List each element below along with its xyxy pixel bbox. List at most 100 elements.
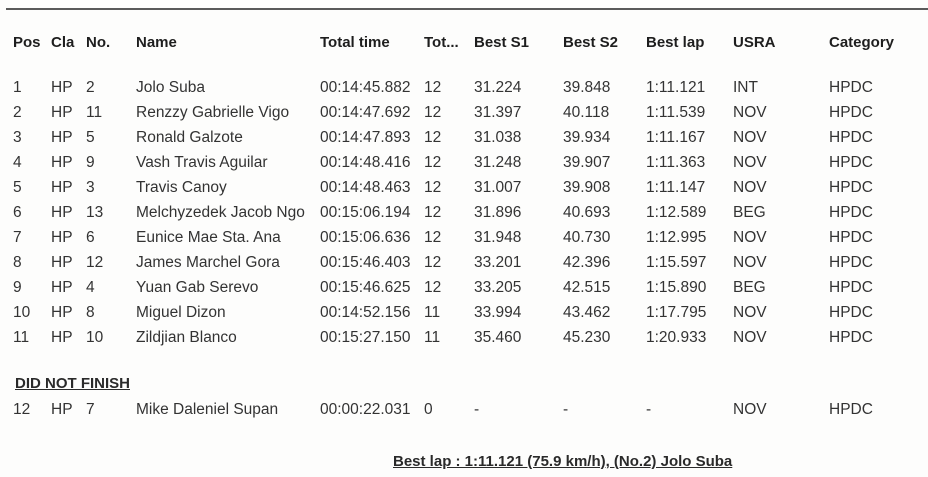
cell-class: HP — [51, 254, 73, 271]
cell-best-s2: 39.934 — [563, 129, 611, 146]
cell-pos: 4 — [13, 154, 22, 171]
cell-best-s1: 33.205 — [474, 279, 522, 296]
cell-best-s2: 39.907 — [563, 154, 611, 171]
cell-pos: 8 — [13, 254, 22, 271]
cell-category: HPDC — [829, 154, 873, 171]
table-row: 5 HP 3 Travis Canoy 00:14:48.463 12 31.007 39.9… — [0, 179, 928, 204]
cell-category: HPDC — [829, 79, 873, 96]
cell-best-lap: 1:15.597 — [646, 254, 707, 271]
cell-best-lap: 1:15.890 — [646, 279, 707, 296]
cell-best-lap: - — [646, 401, 652, 418]
cell-category: HPDC — [829, 329, 873, 346]
cell-pos: 2 — [13, 104, 22, 121]
cell-best-s1: 31.248 — [474, 154, 522, 171]
cell-number: 9 — [86, 154, 95, 171]
cell-usra: NOV — [733, 304, 767, 321]
cell-name: Melchyzedek Jacob Ngo — [136, 204, 305, 221]
cell-class: HP — [51, 79, 73, 96]
cell-category: HPDC — [829, 204, 873, 221]
cell-best-s2: 39.848 — [563, 79, 611, 96]
cell-class: HP — [51, 401, 73, 418]
cell-name: Travis Canoy — [136, 179, 227, 196]
cell-number: 10 — [86, 329, 104, 346]
cell-class: HP — [51, 179, 73, 196]
cell-best-s1: 31.896 — [474, 204, 522, 221]
cell-usra: NOV — [733, 329, 767, 346]
cell-usra: NOV — [733, 129, 767, 146]
cell-best-lap: 1:11.539 — [646, 104, 706, 121]
cell-total-time: 00:14:45.882 — [320, 79, 411, 96]
cell-best-lap: 1:12.995 — [646, 229, 707, 246]
cell-pos: 3 — [13, 129, 22, 146]
cell-class: HP — [51, 229, 73, 246]
cell-best-s2: 39.908 — [563, 179, 611, 196]
cell-laps: 12 — [424, 204, 442, 221]
cell-pos: 11 — [13, 329, 30, 346]
cell-laps: 12 — [424, 104, 442, 121]
cell-total-time: 00:15:06.636 — [320, 229, 411, 246]
cell-best-lap: 1:17.795 — [646, 304, 707, 321]
cell-best-s1: 31.224 — [474, 79, 522, 96]
cell-name: Miguel Dizon — [136, 304, 226, 321]
cell-name: Mike Daleniel Supan — [136, 401, 279, 418]
table-row: 4 HP 9 Vash Travis Aguilar 00:14:48.416 12 31.… — [0, 154, 928, 179]
cell-best-s2: - — [563, 401, 569, 418]
cell-total-time: 00:14:47.893 — [320, 129, 411, 146]
cell-laps: 12 — [424, 129, 442, 146]
cell-category: HPDC — [829, 254, 873, 271]
cell-total-time: 00:14:48.416 — [320, 154, 411, 171]
cell-category: HPDC — [829, 401, 873, 418]
cell-best-s2: 45.230 — [563, 329, 611, 346]
cell-class: HP — [51, 204, 73, 221]
cell-category: HPDC — [829, 304, 873, 321]
table-row: 7 HP 6 Eunice Mae Sta. Ana 00:15:06.636 12 31.… — [0, 229, 928, 254]
cell-number: 8 — [86, 304, 95, 321]
cell-laps: 12 — [424, 279, 442, 296]
cell-best-s1: 35.460 — [474, 329, 522, 346]
cell-name: Yuan Gab Serevo — [136, 279, 259, 296]
table-header: Pos Cla No. Name Total time Tot... Best … — [0, 34, 928, 56]
cell-best-lap: 1:12.589 — [646, 204, 707, 221]
header-category: Category — [829, 34, 895, 51]
cell-best-s1: 31.397 — [474, 104, 522, 121]
header-total-time: Total time — [320, 34, 390, 51]
cell-pos: 5 — [13, 179, 22, 196]
header-pos: Pos — [13, 34, 41, 51]
cell-category: HPDC — [829, 104, 873, 121]
cell-class: HP — [51, 329, 73, 346]
cell-total-time: 00:15:06.194 — [320, 204, 411, 221]
cell-number: 4 — [86, 279, 95, 296]
cell-best-s1: 33.994 — [474, 304, 522, 321]
cell-total-time: 00:00:22.031 — [320, 401, 411, 418]
cell-pos: 6 — [13, 204, 22, 221]
cell-usra: NOV — [733, 179, 767, 196]
cell-category: HPDC — [829, 179, 873, 196]
cell-best-s2: 40.693 — [563, 204, 611, 221]
cell-total-time: 00:15:46.625 — [320, 279, 411, 296]
header-best-s2: Best S2 — [563, 34, 619, 51]
table-row: 6 HP 13 Melchyzedek Jacob Ngo 00:15:06.194 12… — [0, 204, 928, 229]
cell-usra: BEG — [733, 279, 766, 296]
cell-class: HP — [51, 104, 73, 121]
cell-best-s2: 42.515 — [563, 279, 611, 296]
cell-best-s2: 42.396 — [563, 254, 611, 271]
cell-name: Jolo Suba — [136, 79, 205, 96]
cell-best-s1: 33.201 — [474, 254, 522, 271]
cell-number: 13 — [86, 204, 104, 221]
table-row: 2 HP 11 Renzzy Gabrielle Vigo 00:14:47.692 12… — [0, 104, 928, 129]
cell-number: 11 — [86, 104, 103, 121]
cell-usra: NOV — [733, 104, 767, 121]
cell-best-s2: 40.730 — [563, 229, 611, 246]
cell-number: 12 — [86, 254, 104, 271]
cell-number: 5 — [86, 129, 95, 146]
cell-laps: 12 — [424, 154, 442, 171]
cell-best-lap: 1:20.933 — [646, 329, 707, 346]
cell-pos: 10 — [13, 304, 31, 321]
cell-usra: NOV — [733, 229, 767, 246]
cell-name: Eunice Mae Sta. Ana — [136, 229, 281, 246]
top-divider — [6, 8, 928, 10]
header-laps: Tot... — [424, 34, 459, 51]
cell-class: HP — [51, 154, 73, 171]
cell-total-time: 00:14:47.692 — [320, 104, 411, 121]
